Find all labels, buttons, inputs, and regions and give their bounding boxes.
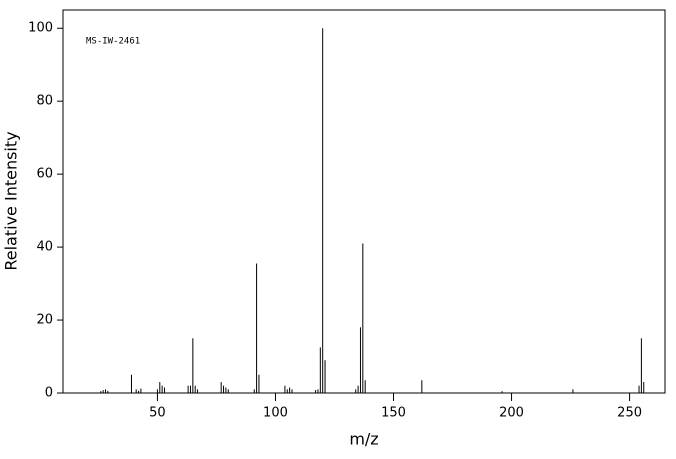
- y-tick-label: 80: [36, 94, 53, 109]
- y-axis-label: Relative Intensity: [2, 131, 21, 270]
- y-tick-label: 100: [28, 21, 53, 36]
- x-tick-label: 50: [149, 406, 166, 421]
- x-tick-label: 250: [617, 406, 642, 421]
- annotation: MS-IW-2461: [86, 37, 140, 47]
- x-axis-label: m/z: [349, 430, 378, 449]
- y-tick-label: 40: [36, 240, 53, 255]
- x-tick-label: 100: [263, 406, 288, 421]
- y-tick-label: 0: [45, 386, 53, 401]
- x-tick-label: 150: [381, 406, 406, 421]
- plot-frame: [62, 9, 666, 394]
- y-tick-label: 60: [36, 167, 53, 182]
- y-tick-label: 20: [36, 313, 53, 328]
- x-tick-label: 200: [499, 406, 524, 421]
